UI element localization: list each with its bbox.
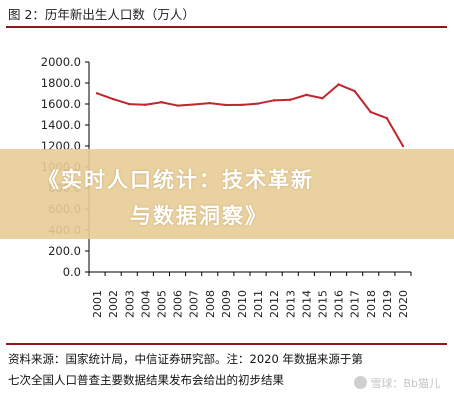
x-tick-label: 2010 — [236, 290, 249, 318]
x-axis: 2001 2002 2003 2004 2005 2006 2007 2008 2009 2010… — [88, 271, 412, 318]
data-point — [208, 101, 211, 105]
x-tick-label: 2002 — [107, 290, 120, 318]
source-line1: 资料来源：国家统计局，中信证券研究部。注：2020 年数据来源于第 — [8, 352, 363, 366]
x-tick-label: 2011 — [252, 290, 265, 318]
source-line2: 七次全国人口普查主要数据结果发布会给出的初步结果 — [8, 373, 284, 387]
data-point — [385, 116, 389, 120]
data-point — [160, 101, 163, 104]
line-segment — [160, 101, 179, 107]
watermark: 雪球：Bb猫儿 — [354, 375, 440, 391]
x-tick-label: 2006 — [172, 290, 185, 318]
data-point — [192, 103, 195, 106]
series-births — [95, 83, 405, 148]
x-tick-label: 2009 — [220, 290, 233, 318]
line-segment — [353, 90, 372, 114]
line-segment — [192, 102, 211, 106]
title-banner — [0, 149, 454, 239]
line-segment — [321, 83, 340, 100]
x-tick-label: 2012 — [268, 290, 281, 318]
x-tick-label: 2018 — [365, 290, 378, 318]
x-tick-label: 2005 — [155, 290, 168, 318]
title-rule — [6, 26, 447, 28]
line-segment — [144, 101, 163, 106]
x-tick-label: 2016 — [333, 290, 346, 318]
x-tick-label: 2008 — [204, 290, 217, 318]
banner-text-line2: 与数据洞察》 — [130, 204, 268, 228]
data-point — [224, 103, 228, 107]
y-tick-label: 2000.0 — [41, 55, 81, 69]
y-tick-label: 1400.0 — [41, 118, 81, 132]
y-tick-label: 200.0 — [48, 244, 81, 258]
data-point — [272, 99, 276, 102]
line-segment — [208, 102, 227, 106]
x-tick-label: 2007 — [188, 290, 201, 318]
x-tick-label: 2015 — [316, 290, 329, 318]
data-point — [111, 97, 115, 101]
y-tick-label: 0.0 — [63, 265, 81, 279]
x-tick-label: 2001 — [91, 290, 104, 318]
data-point — [176, 104, 179, 107]
data-point — [305, 93, 308, 97]
chart-title: 图 2：历年新出生人口数（万人） — [8, 7, 195, 22]
line-segment — [369, 111, 388, 120]
banner-text-line1: 《实时人口统计：技术革新 — [38, 168, 314, 192]
watermark-text: 雪球：Bb猫儿 — [370, 377, 440, 390]
data-point — [369, 110, 372, 114]
data-point — [401, 144, 405, 148]
line-segment — [273, 98, 292, 102]
x-tick-label: 2003 — [123, 290, 136, 318]
x-tick-label: 2017 — [349, 290, 362, 318]
data-point — [353, 89, 356, 93]
line-segment — [289, 93, 308, 101]
y-tick-label: 1800.0 — [41, 76, 81, 90]
y-tick-label: 1600.0 — [41, 97, 81, 111]
x-tick-label: 2014 — [300, 290, 313, 318]
line-segment — [112, 98, 131, 106]
source-rule — [6, 343, 447, 345]
line-segment — [96, 92, 115, 101]
line-segment — [385, 117, 404, 147]
line-segment — [337, 83, 356, 93]
line-segment — [240, 102, 260, 106]
data-point — [128, 102, 131, 106]
data-point — [337, 83, 340, 86]
source-note: 资料来源：国家统计局，中信证券研究部。注：2020 年数据来源于第 七次全国人口… — [8, 349, 452, 391]
x-tick-label: 2013 — [284, 290, 297, 318]
data-point — [144, 103, 147, 106]
data-point — [95, 92, 99, 95]
x-tick-label: 2004 — [139, 290, 152, 318]
data-point — [256, 102, 260, 105]
line-segment — [176, 103, 195, 107]
x-tick-label: 2019 — [381, 290, 394, 318]
line-segment — [128, 103, 147, 106]
x-tick-label: 2020 — [397, 290, 410, 318]
line-segment — [305, 93, 324, 100]
data-point — [289, 98, 292, 102]
data-point — [321, 97, 324, 100]
data-point — [240, 103, 244, 107]
snowball-logo-icon — [354, 376, 368, 389]
line-segment — [257, 99, 276, 105]
